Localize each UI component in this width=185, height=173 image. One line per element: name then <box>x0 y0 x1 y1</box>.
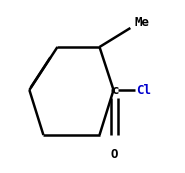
Text: Cl: Cl <box>136 84 151 97</box>
Text: O: O <box>111 148 118 161</box>
Text: c: c <box>112 84 119 97</box>
Text: Me: Me <box>134 16 149 29</box>
